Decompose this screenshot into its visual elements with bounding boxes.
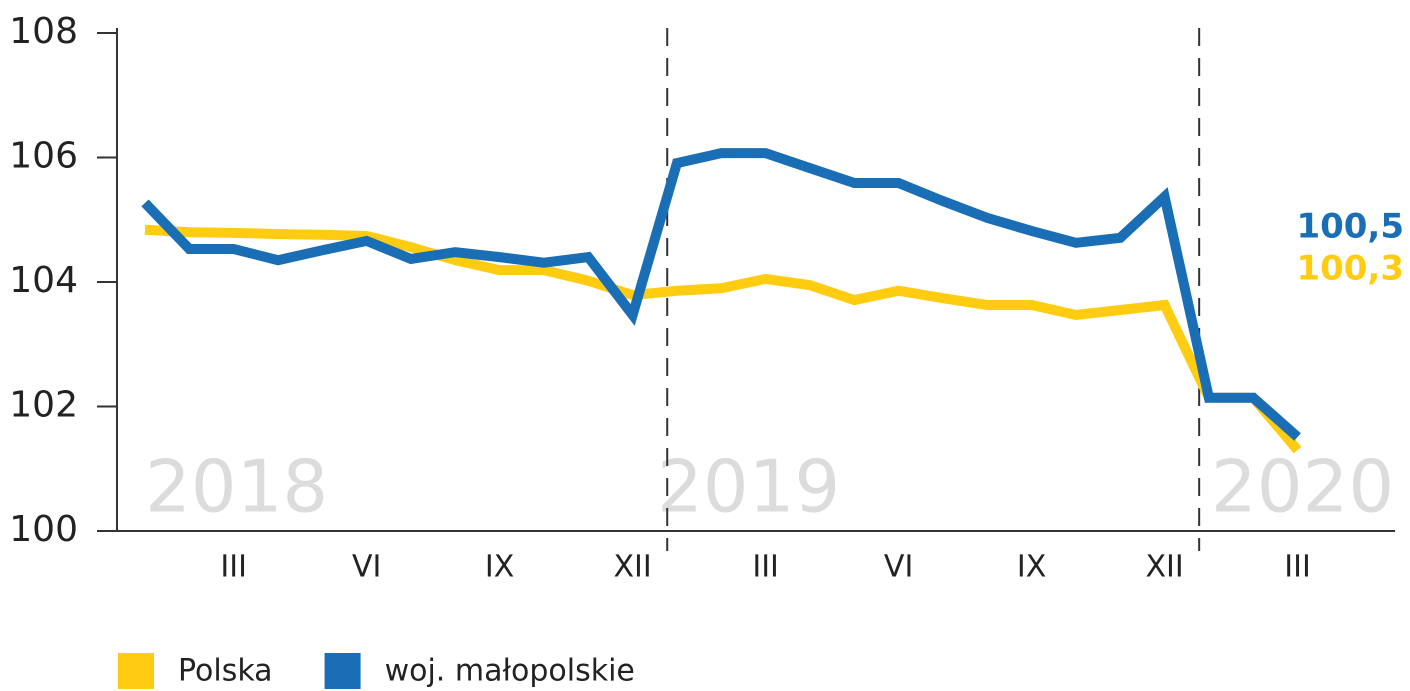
x-tick-label: VI — [884, 550, 913, 585]
x-tick-label: XII — [614, 550, 652, 585]
x-tick-label: III — [220, 550, 247, 585]
legend-swatch — [324, 653, 361, 689]
legend-label: woj. małopolskie — [385, 654, 635, 689]
x-tick-label: IX — [485, 550, 514, 585]
series-line — [141, 148, 1301, 441]
end-label: 100,3 — [1296, 249, 1404, 289]
x-tick-label: IX — [1017, 550, 1046, 585]
y-tick-label: 106 — [9, 136, 78, 177]
y-tick-label: 108 — [9, 11, 78, 52]
legend-swatch — [118, 653, 154, 689]
year-label: 2018 — [145, 445, 328, 529]
x-tick-label: VI — [352, 550, 381, 585]
year-label: 2019 — [657, 445, 840, 529]
year-label: 2020 — [1211, 445, 1394, 529]
y-tick-label: 102 — [9, 385, 78, 426]
x-tick-label: XII — [1145, 550, 1183, 585]
legend-label: Polska — [178, 654, 273, 689]
y-tick-label: 100 — [9, 509, 78, 550]
series-line — [144, 224, 1302, 454]
end-label: 100,5 — [1296, 207, 1404, 247]
y-tick-label: 104 — [9, 260, 78, 301]
x-tick-label: III — [1284, 550, 1311, 585]
x-tick-label: III — [752, 550, 779, 585]
